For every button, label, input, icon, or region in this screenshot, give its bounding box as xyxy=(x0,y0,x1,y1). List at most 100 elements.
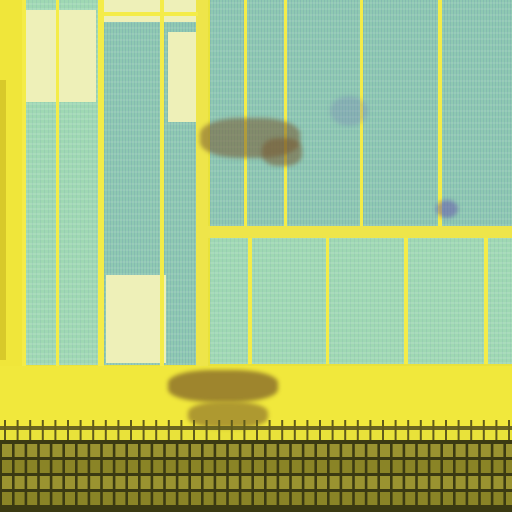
pad-comb xyxy=(0,420,512,450)
bus-stain xyxy=(188,402,268,428)
bond-pad-cell xyxy=(380,460,390,473)
bond-pad-cell xyxy=(480,492,491,505)
bond-pad-cell xyxy=(430,492,441,505)
bond-pad-cell xyxy=(165,444,176,457)
bond-pad-cell xyxy=(2,460,12,473)
metal-line-h xyxy=(208,226,512,238)
bond-pad-cell xyxy=(329,460,340,473)
bond-pad-cell xyxy=(39,476,50,489)
bond-pad-cell xyxy=(102,476,113,489)
bond-pad-cell xyxy=(317,460,327,473)
bond-pad-cell xyxy=(506,492,512,505)
bond-pad-cell xyxy=(329,492,340,505)
bond-pad-cell xyxy=(115,444,126,457)
bond-pad-cell xyxy=(342,492,353,505)
comb-tooth xyxy=(407,420,410,450)
pad-grid xyxy=(0,440,512,512)
comb-teeth xyxy=(4,420,510,450)
bond-pad-cell xyxy=(392,460,403,473)
bond-pad-cell xyxy=(329,476,340,489)
bond-pad-cell xyxy=(140,444,151,457)
comb-tooth xyxy=(344,420,347,450)
bond-pad-cell xyxy=(191,460,201,473)
comb-tooth xyxy=(482,420,485,450)
bond-pad-cell xyxy=(405,476,416,489)
bond-pad-cell xyxy=(153,460,164,473)
bond-pad-cell xyxy=(493,476,504,489)
bond-pad-cell xyxy=(493,492,504,505)
bond-pad-cell xyxy=(2,444,12,457)
bond-pad-cell xyxy=(77,492,88,505)
bond-pad-cell xyxy=(102,460,113,473)
bond-pad-cell xyxy=(455,476,466,489)
bond-pad-cell xyxy=(178,460,189,473)
left-block-cell xyxy=(24,0,98,365)
metal-line-v xyxy=(244,0,247,226)
bond-pad-cell xyxy=(266,476,277,489)
bond-pad-cell xyxy=(115,492,126,505)
comb-tooth xyxy=(117,420,120,450)
metal-line-v xyxy=(196,0,208,368)
bond-pad-cell xyxy=(254,492,264,505)
comb-tooth xyxy=(256,420,258,450)
bond-pad-cell xyxy=(14,492,25,505)
bond-pad-cell xyxy=(52,492,63,505)
comb-tooth xyxy=(79,420,82,450)
comb-tooth xyxy=(180,420,183,450)
bond-pad-cell xyxy=(39,492,50,505)
bond-pad-cell xyxy=(443,460,453,473)
comb-tooth xyxy=(205,420,208,450)
bond-pad-cell xyxy=(329,444,340,457)
bond-pad-cell xyxy=(228,476,239,489)
comb-tooth xyxy=(470,420,473,450)
bond-pad-cell xyxy=(216,444,227,457)
bond-pad-cell xyxy=(27,460,38,473)
comb-tooth xyxy=(4,420,6,450)
comb-tooth xyxy=(167,420,170,450)
bond-pad-cell xyxy=(140,460,151,473)
bond-pad-cell xyxy=(493,444,504,457)
bond-pad-cell xyxy=(506,460,512,473)
bond-pad-cell xyxy=(241,460,252,473)
bond-pad-cell xyxy=(241,476,252,489)
bond-pad-cell xyxy=(405,460,416,473)
comb-tooth xyxy=(293,420,296,450)
bond-pad-cell xyxy=(417,444,428,457)
bond-pad-cell xyxy=(203,476,214,489)
bond-pad-cell xyxy=(178,444,189,457)
metal-line-h xyxy=(104,12,198,16)
bond-pad-cell xyxy=(39,460,50,473)
comb-tooth xyxy=(432,420,435,450)
bond-pad-cell xyxy=(90,492,101,505)
bond-pad-cell xyxy=(317,476,327,489)
comb-tooth xyxy=(243,420,246,450)
comb-tooth xyxy=(104,420,107,450)
bond-pad-cell xyxy=(405,444,416,457)
bond-pad-cell xyxy=(27,444,38,457)
comb-tooth xyxy=(142,420,145,450)
comb-tooth xyxy=(306,420,309,450)
bond-pad-cell xyxy=(140,492,151,505)
comb-tooth xyxy=(369,420,372,450)
bond-pad-cell xyxy=(2,492,12,505)
bond-pad-cell xyxy=(506,476,512,489)
bond-pad-cell xyxy=(65,492,75,505)
comb-tooth xyxy=(92,420,95,450)
bond-pad-cell xyxy=(191,492,201,505)
bond-pad-cell xyxy=(380,492,390,505)
bond-pad-cell xyxy=(228,492,239,505)
comb-tooth xyxy=(445,420,447,450)
comb-tooth xyxy=(268,420,271,450)
bond-pad-cell xyxy=(480,476,491,489)
comb-tooth xyxy=(155,420,158,450)
bond-pad-cell xyxy=(216,476,227,489)
bond-pad-cell xyxy=(254,444,264,457)
bond-pad-cell xyxy=(468,444,479,457)
bond-pad-cell xyxy=(468,476,479,489)
comb-tooth xyxy=(29,420,32,450)
bond-pad-cell xyxy=(455,444,466,457)
bond-pad-cell xyxy=(354,444,365,457)
metal-line-v xyxy=(438,0,442,226)
bond-pad-cell xyxy=(14,460,25,473)
bond-pad-cell xyxy=(417,476,428,489)
